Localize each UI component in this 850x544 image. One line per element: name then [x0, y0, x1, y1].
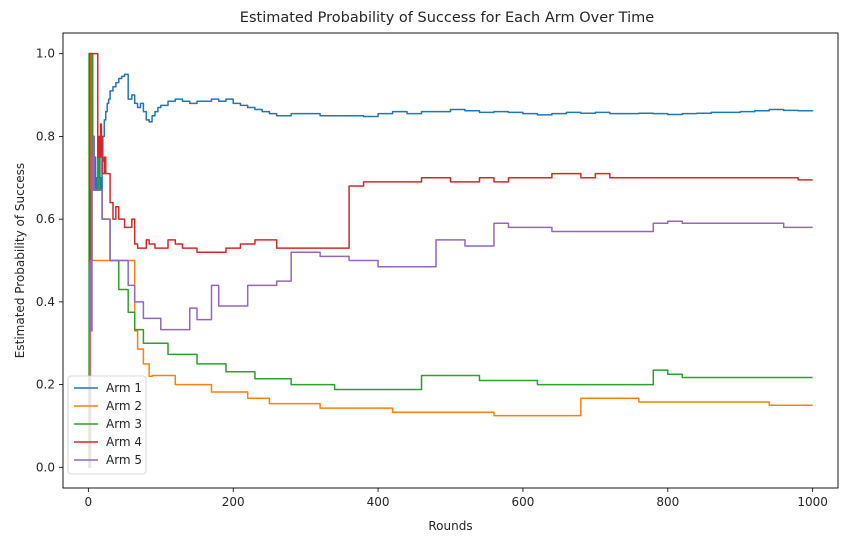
y-tick-label: 0.2: [36, 378, 55, 392]
y-tick-label: 0.0: [36, 460, 55, 474]
x-tick-label: 400: [367, 495, 390, 509]
series-line-arm-4: [88, 52, 813, 262]
y-axis: 0.0 0.2 0.4 0.6 0.8 1.0: [36, 47, 63, 474]
x-axis: 0 200 400 600 800 1000: [85, 488, 828, 509]
y-tick-label: 1.0: [36, 47, 55, 61]
y-tick-label: 0.6: [36, 212, 55, 226]
y-tick-label: 0.4: [36, 295, 55, 309]
chart-title: Estimated Probability of Success for Eac…: [240, 10, 654, 26]
x-tick-label: 800: [656, 495, 679, 509]
series-line-arm-1: [88, 52, 814, 191]
plot-frame: [62, 32, 839, 489]
legend-label-arm-4: Arm 4: [106, 435, 142, 449]
legend-label-arm-2: Arm 2: [106, 399, 142, 413]
y-tick-label: 0.8: [36, 129, 55, 143]
x-axis-label: Rounds: [428, 519, 472, 533]
legend-label-arm-1: Arm 1: [106, 381, 142, 395]
x-tick-label: 200: [222, 495, 245, 509]
series-line-arm-5: [88, 135, 813, 469]
legend-frame: [67, 375, 147, 475]
legend: Arm 1 Arm 2 Arm 3 Arm 4 Arm 5: [67, 375, 147, 475]
legend-label-arm-5: Arm 5: [106, 453, 142, 467]
x-tick-label: 0: [85, 495, 93, 509]
legend-label-arm-3: Arm 3: [106, 417, 142, 431]
x-tick-label: 600: [511, 495, 534, 509]
y-axis-label: Estimated Probability of Success: [13, 163, 27, 358]
x-tick-label: 1000: [797, 495, 828, 509]
plot-lines: [88, 52, 814, 469]
series-line-arm-2: [88, 52, 813, 469]
